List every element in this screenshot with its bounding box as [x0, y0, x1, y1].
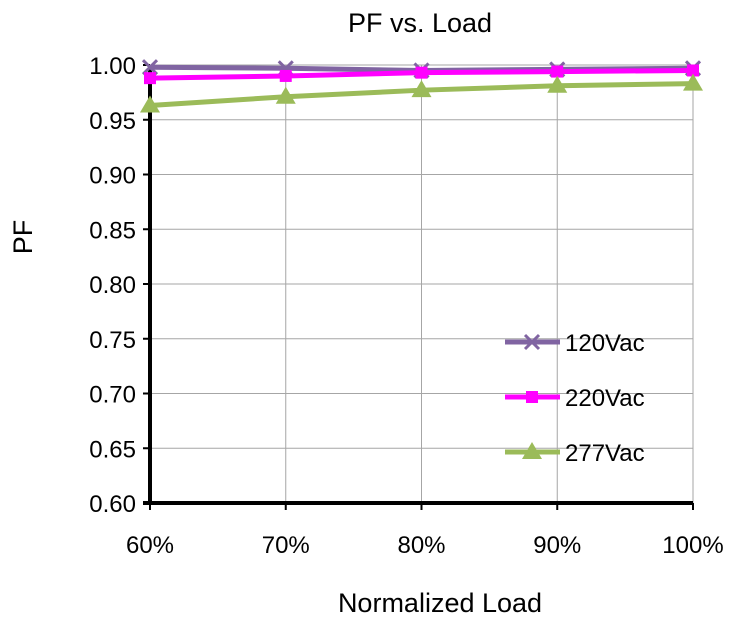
series-277Vac [140, 73, 703, 113]
data-point [551, 65, 564, 78]
legend-label: 120Vac [565, 330, 645, 357]
x-tick-label: 80% [397, 532, 445, 559]
x-axis-label: Normalized Load [338, 588, 542, 618]
tick-labels: 0.60 0.65 0.70 0.75 0.80 0.85 0.90 0.95 1.00 60% 7… [89, 53, 723, 559]
legend-marker [526, 391, 538, 403]
data-point [547, 75, 568, 93]
x-tick-label: 100% [662, 532, 723, 559]
legend-label: 277Vac [565, 440, 645, 467]
y-tick-label: 0.75 [89, 327, 136, 354]
y-tick-label: 1.00 [89, 53, 136, 80]
x-tick-label: 60% [126, 532, 174, 559]
x-tick-label: 70% [262, 532, 310, 559]
legend-marker [523, 333, 541, 351]
data-point [140, 95, 160, 113]
data-point [275, 86, 296, 104]
data-point [415, 66, 428, 79]
series-220Vac [144, 64, 699, 85]
legend-entry: 277Vac [505, 440, 645, 467]
data-point [279, 69, 292, 82]
y-tick-label: 0.65 [89, 436, 136, 463]
y-tick-label: 0.95 [89, 108, 136, 135]
data-point [141, 59, 159, 76]
x-tick-label: 90% [533, 532, 581, 559]
grid [150, 64, 694, 503]
legend: 120Vac 220Vac 277Vac [505, 330, 645, 467]
y-tick-label: 0.70 [89, 382, 136, 409]
legend-entry: 220Vac [505, 385, 645, 412]
series [140, 59, 703, 113]
y-tick-label: 0.60 [89, 491, 136, 518]
legend-label: 220Vac [565, 385, 645, 412]
y-tick-label: 0.80 [89, 272, 136, 299]
y-axis-label: PF [8, 220, 38, 255]
legend-marker [522, 442, 542, 459]
chart-title: PF vs. Load [348, 8, 492, 38]
data-point [683, 73, 703, 91]
y-tick-label: 0.90 [89, 163, 136, 190]
data-point [687, 64, 699, 77]
y-tick-label: 0.85 [89, 217, 136, 244]
data-point [144, 72, 156, 85]
data-point [411, 80, 432, 98]
axes [143, 64, 694, 510]
legend-entry: 120Vac [505, 330, 645, 357]
